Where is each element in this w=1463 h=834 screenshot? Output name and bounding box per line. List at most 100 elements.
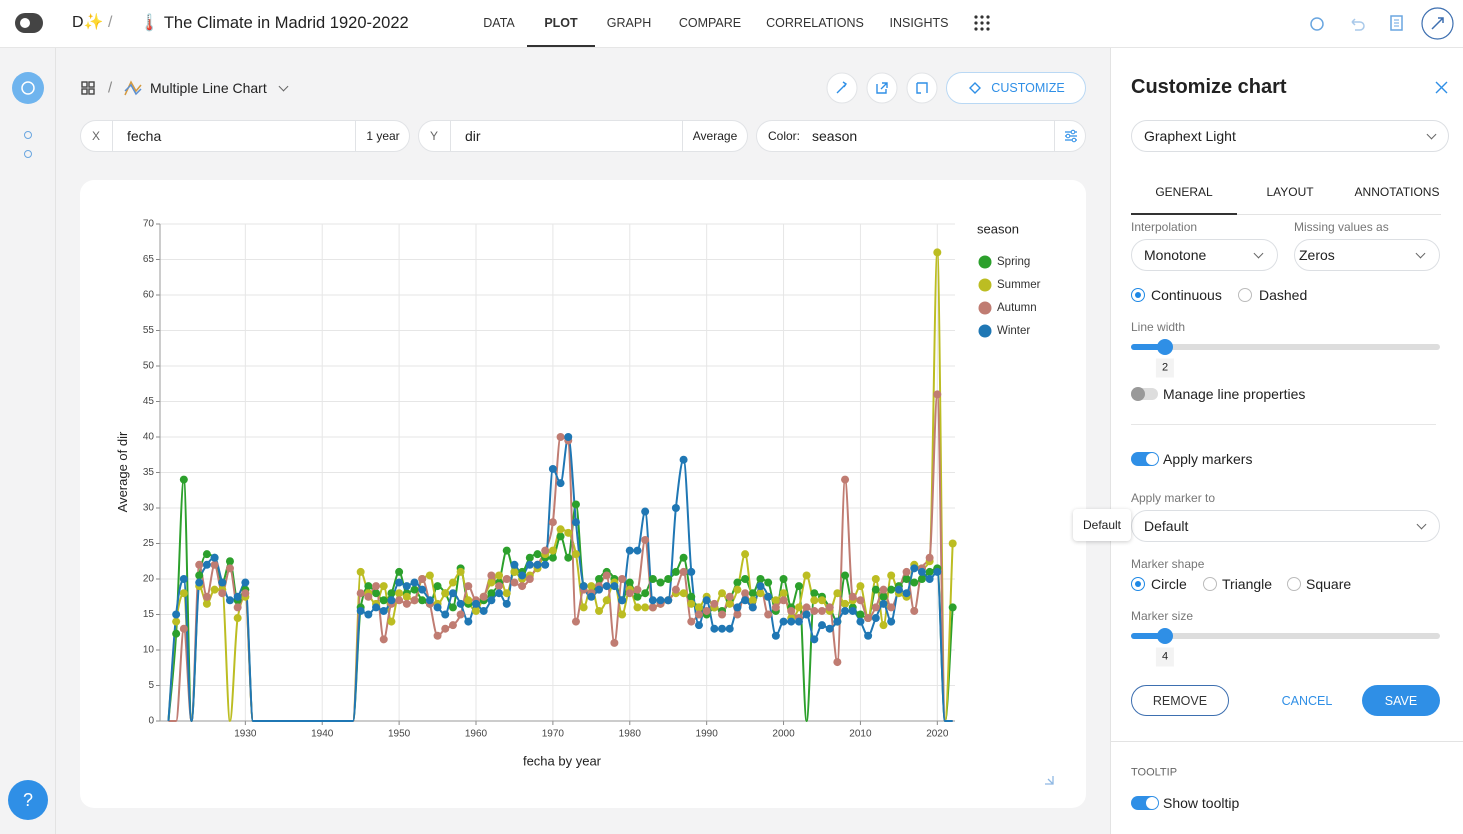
nav-tab[interactable]: GRAPH (606, 15, 652, 30)
radio[interactable] (1131, 288, 1145, 302)
logo-icon[interactable] (14, 11, 44, 35)
y-agg-cell[interactable]: Average (682, 121, 747, 151)
marker-shape-option[interactable]: Triangle (1222, 576, 1273, 592)
toggle-off[interactable] (1131, 387, 1158, 401)
radio[interactable] (1287, 577, 1301, 591)
marker (817, 621, 826, 630)
color-encoding[interactable]: Color: season (756, 120, 1086, 152)
save-button[interactable]: SAVE (1362, 685, 1440, 716)
remove-button[interactable]: REMOVE (1131, 685, 1229, 716)
project-title[interactable]: 🌡️ The Climate in Madrid 1920-2022 (139, 13, 409, 32)
legend-label: Summer (997, 279, 1041, 291)
marker (618, 610, 627, 619)
dataset-logo[interactable]: D✨ (72, 14, 104, 31)
nav-tab[interactable]: PLOT (544, 15, 578, 30)
marker (364, 582, 373, 591)
toggle-on[interactable] (1131, 796, 1159, 810)
chart-type[interactable]: Multiple Line Chart (150, 80, 267, 96)
slider-thumb[interactable] (1157, 339, 1173, 355)
marker (225, 596, 234, 605)
interpolation-select[interactable]: Monotone (1131, 239, 1278, 271)
slider-track[interactable] (1131, 344, 1440, 350)
marker-shape-option[interactable]: Circle (1151, 576, 1187, 592)
marker (464, 596, 473, 605)
panel-tab[interactable]: GENERAL (1155, 185, 1213, 199)
nav-tab[interactable]: CORRELATIONS (766, 15, 864, 30)
marker (556, 525, 565, 534)
marker (910, 578, 919, 587)
marker (402, 582, 411, 591)
apply-markers[interactable]: Apply markers (1163, 451, 1253, 467)
theme-select[interactable]: Graphext Light (1131, 120, 1449, 152)
customize-button[interactable]: CUSTOMIZE (946, 72, 1086, 104)
radio[interactable] (1131, 577, 1145, 591)
x-tick-label: 1990 (696, 729, 719, 740)
apply-to-select[interactable]: Default (1131, 510, 1440, 542)
marker (718, 624, 727, 633)
marker (879, 585, 888, 594)
radio[interactable] (1238, 288, 1252, 302)
panel-tab[interactable]: LAYOUT (1266, 185, 1314, 199)
x-encoding[interactable]: X fecha 1 year (80, 120, 410, 152)
marker (518, 582, 527, 591)
marker (533, 560, 542, 569)
x-bin-cell[interactable]: 1 year (355, 121, 409, 151)
legend-label: Winter (997, 325, 1030, 337)
notes-icon[interactable] (1388, 14, 1406, 32)
marker (433, 631, 442, 640)
apps-icon[interactable] (974, 15, 990, 31)
marker (448, 603, 457, 612)
marker (733, 610, 742, 619)
assistant-button[interactable] (1421, 7, 1454, 40)
y-tick-label: 20 (143, 574, 155, 585)
marker (618, 575, 627, 583)
slider-thumb[interactable] (1157, 628, 1173, 644)
refresh-button[interactable] (11, 71, 45, 105)
marker (564, 553, 573, 562)
toggle-on[interactable] (1131, 452, 1159, 466)
marker (694, 610, 703, 619)
marker (202, 550, 211, 559)
close-button[interactable] (1435, 81, 1448, 94)
line-style-option[interactable]: Continuous (1151, 287, 1222, 303)
y-tick-label: 50 (143, 361, 155, 372)
marker (856, 582, 865, 591)
help-button[interactable]: ? (8, 780, 48, 820)
separator: / (108, 14, 113, 31)
gallery-icon[interactable] (81, 81, 95, 95)
y-axis-title: Average of dir (115, 431, 130, 512)
resize-handle[interactable] (1045, 776, 1054, 785)
undo-icon[interactable] (1348, 15, 1366, 33)
nav-tab[interactable]: COMPARE (678, 15, 742, 30)
marker-shape-option[interactable]: Square (1306, 576, 1352, 592)
cancel-button[interactable]: CANCEL (1281, 693, 1333, 708)
marker (425, 596, 434, 605)
chart-type-chevron[interactable] (278, 81, 289, 92)
line-style-option[interactable]: Dashed (1259, 287, 1308, 303)
marker (741, 575, 750, 583)
marker (833, 589, 842, 598)
show-tooltip[interactable]: Show tooltip (1163, 795, 1240, 811)
marker (856, 617, 865, 626)
panel-tab[interactable]: ANNOTATIONS (1354, 185, 1440, 199)
nav-tab[interactable]: INSIGHTS (889, 15, 949, 30)
radio[interactable] (1203, 577, 1217, 591)
marker (525, 560, 534, 569)
chart-actions[interactable] (826, 72, 938, 104)
tooltip-text: Default (1082, 518, 1122, 532)
marker (718, 589, 727, 598)
manage-lines[interactable]: Manage line properties (1163, 386, 1306, 402)
nav-tab[interactable]: DATA (483, 15, 515, 30)
sidebar-icons[interactable] (22, 129, 34, 161)
marker (871, 585, 880, 594)
marker (764, 592, 773, 601)
slider-track[interactable] (1131, 633, 1440, 639)
y-encoding[interactable]: Y dir Average (418, 120, 748, 152)
missing-select[interactable]: Zeros (1294, 239, 1440, 271)
x-tick-label: 2000 (772, 729, 795, 740)
marker (687, 592, 696, 601)
y-agg: Average (692, 129, 738, 143)
y-tick-label: 10 (143, 645, 155, 656)
sync-icon[interactable] (1308, 15, 1326, 33)
color-settings[interactable] (1054, 121, 1085, 151)
